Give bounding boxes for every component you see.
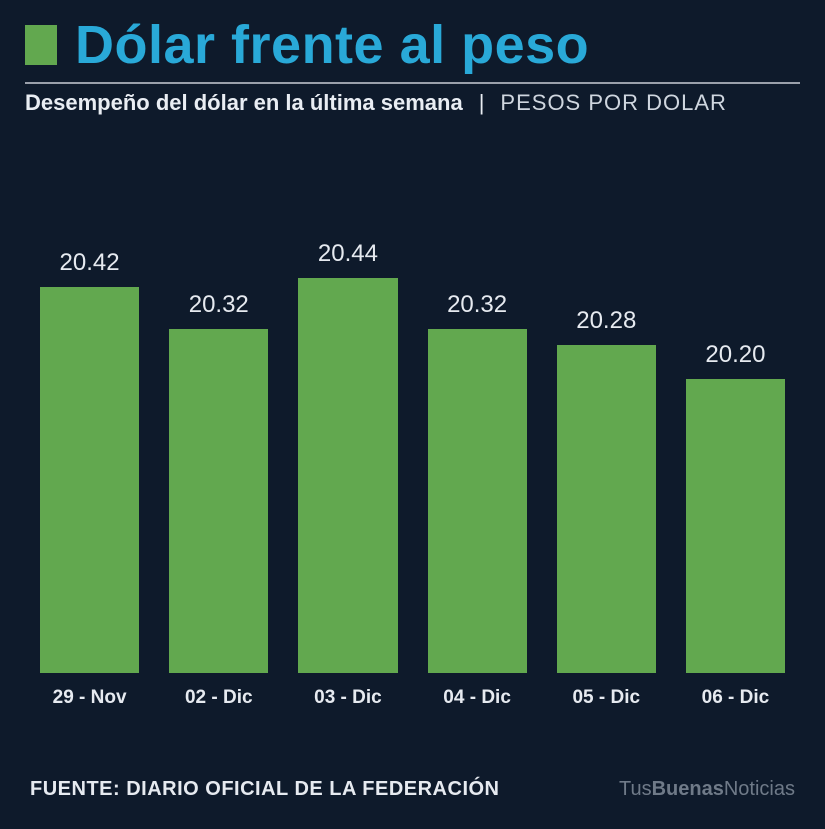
title-row: Dólar frente al peso (25, 18, 800, 72)
bar-column: 20.20 06 - Dic (686, 341, 785, 709)
bar-column: 20.32 04 - Dic (428, 291, 527, 709)
header-rule (25, 82, 800, 84)
bar-category-label: 02 - Dic (185, 687, 253, 709)
bar-value-label: 20.32 (447, 291, 507, 319)
source-line: FUENTE: DIARIO OFICIAL DE LA FEDERACIÓN (30, 778, 500, 801)
bar (557, 345, 656, 673)
bar-value-label: 20.42 (60, 249, 120, 277)
infographic-canvas: Dólar frente al peso Desempeño del dólar… (0, 0, 825, 829)
bar-value-label: 20.44 (318, 240, 378, 268)
bar-category-label: 06 - Dic (702, 687, 770, 709)
unit-label: PESOS POR DOLAR (500, 90, 727, 116)
bar-column: 20.44 03 - Dic (298, 240, 397, 709)
brand-part-3: Noticias (724, 778, 795, 800)
subtitle-row: Desempeño del dólar en la última semana … (25, 90, 800, 116)
bar-value-label: 20.32 (189, 291, 249, 319)
bar-value-label: 20.20 (705, 341, 765, 369)
bar-value-label: 20.28 (576, 307, 636, 335)
chart-title: Dólar frente al peso (75, 18, 589, 72)
bar-category-label: 03 - Dic (314, 687, 382, 709)
header: Dólar frente al peso Desempeño del dólar… (25, 18, 800, 116)
brand-logo: TusBuenasNoticias (619, 778, 795, 801)
bar (428, 329, 527, 673)
brand-part-1: Tus (619, 778, 652, 800)
bar-chart: 20.4229 - Nov20.3202 - Dic20.4403 - Dic2… (40, 200, 785, 709)
bar-category-label: 05 - Dic (572, 687, 640, 709)
chart-subtitle: Desempeño del dólar en la última semana (25, 90, 463, 116)
source-prefix: FUENTE: (30, 778, 126, 800)
bar (40, 287, 139, 673)
bar (169, 329, 268, 673)
bar-column: 20.42 29 - Nov (40, 249, 139, 709)
title-accent-block (25, 25, 57, 65)
brand-part-2: Buenas (652, 778, 724, 800)
bar (686, 379, 785, 673)
footer: FUENTE: DIARIO OFICIAL DE LA FEDERACIÓN … (30, 778, 795, 801)
bar-column: 20.32 02 - Dic (169, 291, 268, 709)
bar (298, 278, 397, 673)
source-text: DIARIO OFICIAL DE LA FEDERACIÓN (126, 778, 499, 800)
subtitle-divider: | (479, 90, 485, 116)
bar-category-label: 29 - Nov (53, 687, 127, 709)
bar-column: 20.28 05 - Dic (557, 307, 656, 709)
bar-category-label: 04 - Dic (443, 687, 511, 709)
